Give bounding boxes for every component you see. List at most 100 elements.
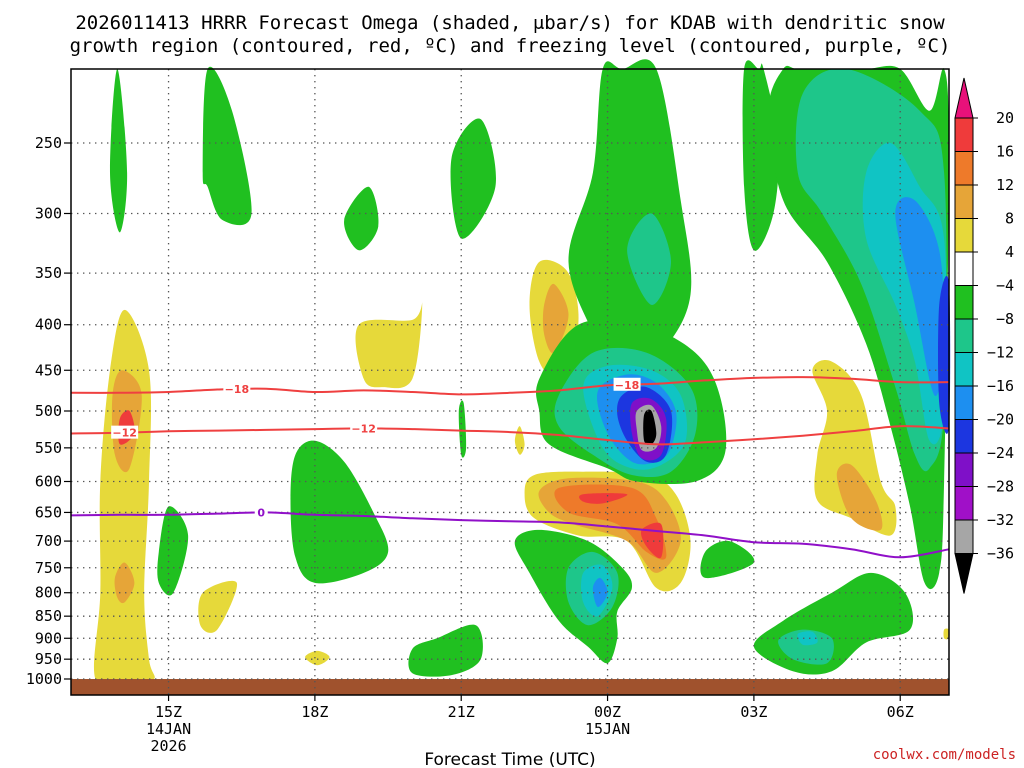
colorbar-bin bbox=[954, 285, 974, 320]
colorbar-bin bbox=[954, 318, 974, 353]
credit-text[interactable]: coolwx.com/models bbox=[873, 747, 1016, 763]
colorbar-label: 20 bbox=[996, 109, 1014, 127]
dgz-minus12-label: −12 bbox=[112, 427, 137, 440]
y-tick-label: 850 bbox=[35, 607, 62, 625]
x-tick-label: 2026 bbox=[150, 737, 186, 755]
colorbar-legend: 20 16 12 8 4 −4 −8 −12 −16 −20 −24 −28 −32 −36 bbox=[954, 77, 1014, 594]
freezing-level-0-contour bbox=[70, 511, 950, 559]
colorbar-bin bbox=[954, 117, 974, 152]
y-tick-label: 900 bbox=[35, 629, 62, 647]
colorbar-label: −16 bbox=[987, 377, 1014, 395]
colorbar-label: −8 bbox=[996, 310, 1014, 328]
colorbar-label: −20 bbox=[987, 411, 1014, 429]
omega-region bbox=[812, 360, 897, 536]
colorbar-label: 16 bbox=[996, 143, 1014, 161]
gridlines bbox=[71, 69, 949, 695]
dgz-minus18-label: −18 bbox=[225, 383, 250, 396]
x-tick-label: 14JAN bbox=[146, 720, 191, 738]
omega-region bbox=[290, 440, 389, 584]
omega-region bbox=[700, 540, 755, 579]
omega-region bbox=[458, 400, 467, 458]
omega-region bbox=[450, 118, 496, 239]
colorbar-bin bbox=[954, 385, 974, 420]
y-tick-label: 1000 bbox=[26, 670, 62, 688]
colorbar-label: −4 bbox=[996, 277, 1014, 295]
omega-region bbox=[202, 66, 252, 226]
y-axis: 250 300 350 400 450 500 550 600 650 700 750 800 850 9… bbox=[26, 134, 71, 688]
y-tick-label: 250 bbox=[35, 134, 62, 152]
colorbar-label: −32 bbox=[987, 511, 1014, 529]
y-tick-label: 300 bbox=[35, 204, 62, 222]
colorbar-bin bbox=[954, 184, 974, 219]
dgz-minus18-label: −18 bbox=[615, 379, 640, 392]
colorbar-bin bbox=[954, 251, 974, 286]
x-tick-label: 15Z bbox=[155, 703, 182, 721]
ground-surface bbox=[71, 679, 949, 695]
y-tick-label: 450 bbox=[35, 361, 62, 379]
omega-region bbox=[408, 624, 483, 677]
colorbar-label: −28 bbox=[987, 478, 1014, 496]
x-tick-label: 00Z bbox=[594, 703, 621, 721]
omega-region bbox=[643, 409, 657, 446]
colorbar-label: 4 bbox=[1005, 243, 1014, 261]
colorbar-label: −12 bbox=[987, 344, 1014, 362]
y-tick-label: 500 bbox=[35, 402, 62, 420]
omega-region bbox=[305, 650, 330, 666]
y-tick-label: 950 bbox=[35, 650, 62, 668]
dgz-minus12-label-bg bbox=[350, 421, 378, 435]
dgz-minus18-label-bg bbox=[223, 382, 251, 396]
colorbar-label: −24 bbox=[987, 444, 1014, 462]
colorbar-bin bbox=[954, 151, 974, 186]
freezing-level-0-label-bg bbox=[254, 505, 268, 519]
omega-region bbox=[344, 186, 379, 251]
x-tick-label: 21Z bbox=[448, 703, 475, 721]
omega-region bbox=[157, 506, 189, 596]
x-tick-label: 06Z bbox=[887, 703, 914, 721]
colorbar-bin bbox=[954, 218, 974, 253]
x-tick-label: 15JAN bbox=[585, 720, 630, 738]
chart-title-line-2: growth region (contoured, red, ºC) and f… bbox=[70, 35, 951, 57]
omega-region bbox=[355, 302, 423, 389]
omega-region bbox=[568, 59, 692, 388]
colorbar-label: 12 bbox=[996, 176, 1014, 194]
dgz-minus18-label-bg bbox=[613, 377, 641, 391]
omega-region bbox=[627, 213, 671, 305]
y-tick-label: 600 bbox=[35, 472, 62, 490]
x-tick-label: 18Z bbox=[301, 703, 328, 721]
colorbar-bin bbox=[954, 352, 974, 387]
colorbar-bin bbox=[954, 419, 974, 454]
freezing-level-0-label: 0 bbox=[257, 507, 265, 520]
y-tick-label: 800 bbox=[35, 584, 62, 602]
dgz-minus18-contour bbox=[70, 376, 950, 396]
colorbar-label: −36 bbox=[987, 545, 1014, 563]
omega-region bbox=[797, 631, 818, 646]
plot-area: −18 −18 −12 −12 0 bbox=[70, 59, 951, 696]
omega-region bbox=[554, 484, 667, 560]
omega-region bbox=[836, 463, 883, 531]
plot-frame bbox=[70, 68, 950, 696]
colorbar-label: 8 bbox=[1005, 210, 1014, 228]
omega-region bbox=[198, 580, 238, 633]
dgz-minus12-label-bg bbox=[111, 425, 139, 439]
omega-region bbox=[895, 197, 945, 397]
colorbar-bin bbox=[954, 519, 974, 554]
dgz-minus12-contour bbox=[70, 425, 950, 446]
x-tick-label: 03Z bbox=[740, 703, 767, 721]
y-tick-label: 400 bbox=[35, 316, 62, 334]
colorbar-bin bbox=[954, 486, 974, 521]
x-axis-label: Forecast Time (UTC) bbox=[424, 750, 595, 768]
colorbar-bottom-arrow bbox=[954, 553, 974, 594]
colorbar-bin bbox=[954, 452, 974, 487]
y-tick-label: 700 bbox=[35, 532, 62, 550]
y-tick-label: 750 bbox=[35, 559, 62, 577]
omega-region bbox=[109, 69, 128, 233]
omega-region bbox=[943, 628, 950, 640]
dgz-minus12-label: −12 bbox=[351, 422, 376, 435]
y-tick-label: 550 bbox=[35, 439, 62, 457]
contours: −18 −18 −12 −12 0 bbox=[70, 376, 950, 559]
omega-region bbox=[938, 275, 951, 434]
y-tick-label: 350 bbox=[35, 264, 62, 282]
chart-title-line-1: 2026011413 HRRR Forecast Omega (shaded, … bbox=[75, 12, 945, 34]
